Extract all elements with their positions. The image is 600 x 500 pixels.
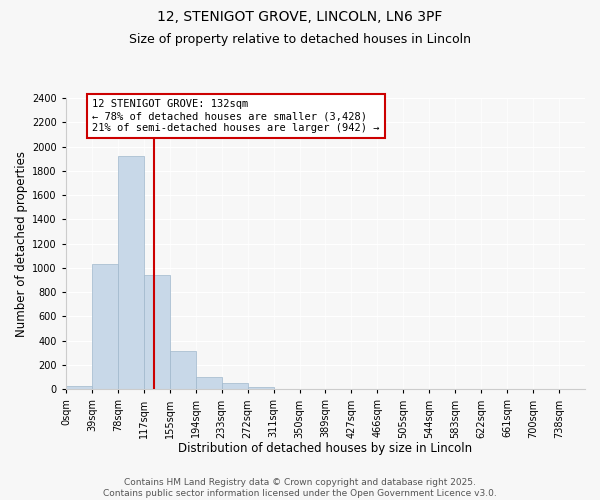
Bar [196, 376, 221, 390]
Bar [66, 386, 92, 390]
Bar [274, 388, 299, 390]
Text: Size of property relative to detached houses in Lincoln: Size of property relative to detached ho… [129, 32, 471, 46]
X-axis label: Distribution of detached houses by size in Lincoln: Distribution of detached houses by size … [178, 442, 473, 455]
Text: 12 STENIGOT GROVE: 132sqm
← 78% of detached houses are smaller (3,428)
21% of se: 12 STENIGOT GROVE: 132sqm ← 78% of detac… [92, 100, 379, 132]
Bar [118, 156, 144, 390]
Y-axis label: Number of detached properties: Number of detached properties [15, 150, 28, 336]
Text: Contains HM Land Registry data © Crown copyright and database right 2025.
Contai: Contains HM Land Registry data © Crown c… [103, 478, 497, 498]
Bar [170, 351, 196, 390]
Bar [92, 264, 118, 390]
Bar [221, 383, 248, 390]
Bar [144, 275, 170, 390]
Bar [248, 387, 274, 390]
Text: 12, STENIGOT GROVE, LINCOLN, LN6 3PF: 12, STENIGOT GROVE, LINCOLN, LN6 3PF [157, 10, 443, 24]
